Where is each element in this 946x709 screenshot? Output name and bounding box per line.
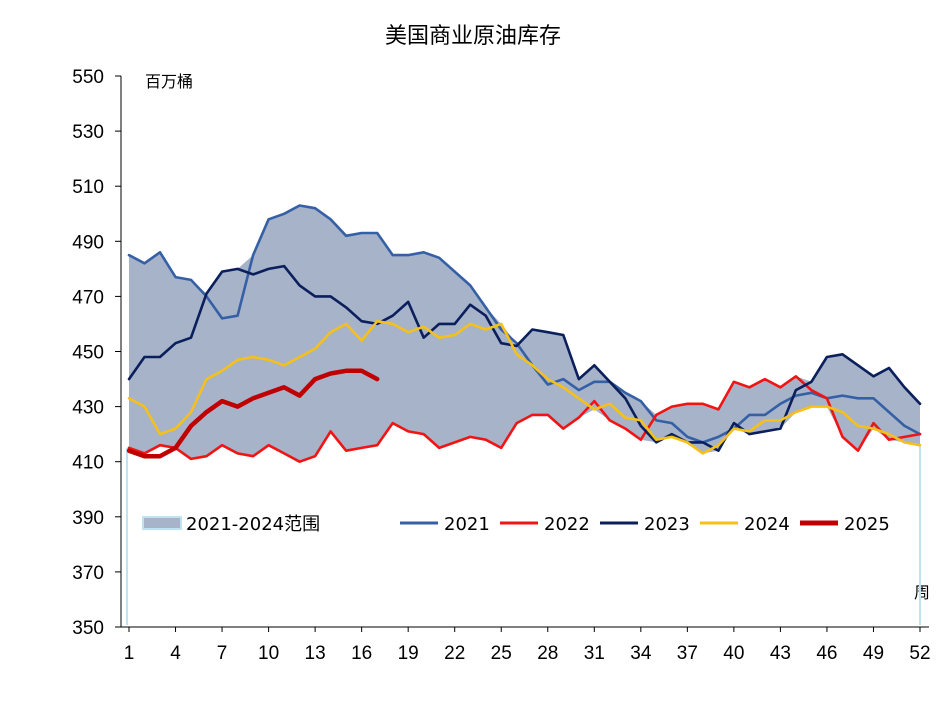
- x-tick-label: 1: [124, 643, 135, 664]
- legend-label-2024: 2024: [744, 514, 790, 535]
- y-tick-label: 530: [72, 122, 104, 143]
- legend-label-range: 2021-2024范围: [186, 514, 320, 535]
- series-line-2023: [127, 264, 922, 453]
- series-lines-layer: [126, 204, 922, 464]
- x-axis-unit-label: 周: [914, 583, 930, 602]
- x-tick-label: 37: [677, 643, 698, 664]
- legend-label-2021: 2021: [444, 514, 490, 535]
- chart-title: 美国商业原油库存: [385, 24, 561, 49]
- x-tick-label: 13: [305, 643, 326, 664]
- legend-label-2022: 2022: [544, 514, 590, 535]
- y-tick-label: 450: [72, 343, 104, 364]
- series-line-2024: [127, 319, 922, 455]
- x-tick-label: 40: [723, 643, 744, 664]
- plot-area: [126, 204, 922, 625]
- legend-label-2025: 2025: [844, 514, 890, 535]
- x-tick-label: 19: [398, 643, 419, 664]
- x-tick-label: 22: [444, 643, 465, 664]
- legend-label-2023: 2023: [644, 514, 690, 535]
- x-tick-label: 46: [816, 643, 837, 664]
- x-tick-label: 10: [258, 643, 279, 664]
- series-line-2022: [127, 374, 922, 464]
- range-band: [129, 205, 920, 462]
- x-tick-label: 4: [170, 643, 181, 664]
- x-tick-label: 28: [537, 643, 558, 664]
- x-tick-label: 16: [351, 643, 372, 664]
- y-tick-label: 390: [72, 508, 104, 529]
- x-tick-label: 34: [630, 643, 652, 664]
- x-tick-label: 52: [909, 643, 930, 664]
- y-tick-label: 410: [72, 453, 104, 474]
- x-tick-label: 43: [770, 643, 791, 664]
- x-tick-label: 49: [863, 643, 884, 664]
- y-tick-label: 470: [72, 287, 104, 308]
- y-tick-label: 550: [72, 67, 104, 88]
- x-tick-label: 31: [584, 643, 605, 664]
- y-tick-label: 430: [72, 398, 104, 419]
- legend-swatch-range: [142, 516, 182, 530]
- y-tick-label: 370: [72, 563, 104, 584]
- series-line-2025: [126, 368, 380, 459]
- y-tick-label: 350: [72, 618, 104, 639]
- x-tick-label: 7: [217, 643, 228, 664]
- y-tick-label: 510: [72, 177, 104, 198]
- y-ticks: 550 530 510 490 470 450 430 410 390 370 350: [72, 67, 121, 639]
- x-ticks: 1 4 7 10 13 16 19 22 25 28 31 34 37 40 43 46 49 52: [124, 627, 931, 664]
- y-tick-label: 490: [72, 232, 104, 253]
- y-axis-unit-label: 百万桶: [145, 72, 193, 91]
- x-tick-label: 25: [491, 643, 512, 664]
- series-line-2021: [127, 204, 922, 444]
- legend: 2021-2024范围 2021 2022 2023 2024 2025: [142, 514, 890, 535]
- range-band-layer: [126, 205, 921, 625]
